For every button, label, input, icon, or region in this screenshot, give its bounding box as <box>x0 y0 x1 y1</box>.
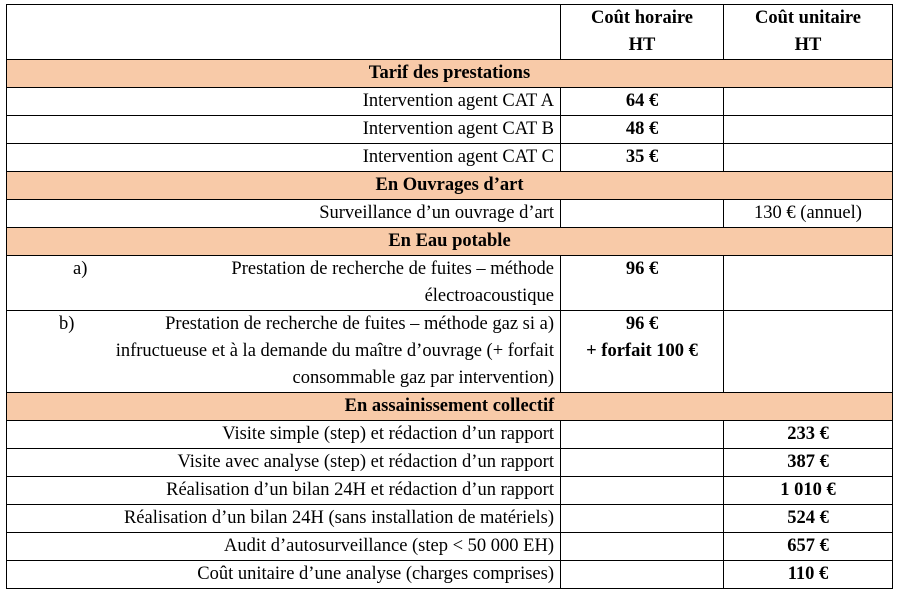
hourly-cost-cell <box>560 532 724 561</box>
row-label: Intervention agent CAT C <box>6 143 561 172</box>
hourly-cost-cell: 48 € <box>560 115 724 144</box>
list-text-b: Prestation de recherche de fuites – méth… <box>115 314 554 388</box>
unit-cost-cell <box>723 87 893 116</box>
header-empty-cell <box>6 4 561 60</box>
header-unit-cost: Coût unitaire HT <box>723 4 893 60</box>
list-marker-b: b) <box>59 314 75 334</box>
section-row-ouvrages: En Ouvrages d’art <box>6 171 893 200</box>
row-label: Coût unitaire d’une analyse (charges com… <box>6 560 561 589</box>
table-row: Réalisation d’un bilan 24H et rédaction … <box>6 476 893 505</box>
list-marker-a: a) <box>73 259 88 279</box>
row-label: Intervention agent CAT A <box>6 87 561 116</box>
row-label: Audit d’autosurveillance (step < 50 000 … <box>6 532 561 561</box>
hourly-cost-cell <box>560 199 724 228</box>
unit-cost-cell: 1 010 € <box>723 476 893 505</box>
table-row: Coût unitaire d’une analyse (charges com… <box>6 560 893 589</box>
hourly-cost-cell <box>560 448 724 477</box>
hourly-cost-cell <box>560 476 724 505</box>
unit-cost-cell: 110 € <box>723 560 893 589</box>
section-title-ouvrages: En Ouvrages d’art <box>6 171 893 200</box>
hourly-cost-cell: 64 € <box>560 87 724 116</box>
list-text-a: Prestation de recherche de fuites – méth… <box>231 259 554 306</box>
list-item-a: a) Prestation de recherche de fuites – m… <box>13 256 554 310</box>
header-unit-line2: HT <box>794 35 822 55</box>
section-title-eau: En Eau potable <box>6 227 893 256</box>
table-row: Surveillance d’un ouvrage d’art 130 € (a… <box>6 199 893 228</box>
table-row: Intervention agent CAT B 48 € <box>6 115 893 144</box>
header-unit-line1: Coût unitaire <box>754 8 862 28</box>
header-hourly-line2: HT <box>628 35 656 55</box>
row-label: b) Prestation de recherche de fuites – m… <box>6 310 561 393</box>
unit-cost-cell: 233 € <box>723 420 893 449</box>
hourly-cost-cell: 96 € <box>560 255 724 311</box>
unit-cost-cell <box>723 310 893 393</box>
table-row: a) Prestation de recherche de fuites – m… <box>6 255 893 311</box>
list-item-b: b) Prestation de recherche de fuites – m… <box>13 311 554 392</box>
header-row: Coût horaire HT Coût unitaire HT <box>6 4 893 60</box>
unit-cost-cell: 387 € <box>723 448 893 477</box>
row-label: a) Prestation de recherche de fuites – m… <box>6 255 561 311</box>
hourly-price-line1: 96 € <box>625 314 659 334</box>
section-row-tarif: Tarif des prestations <box>6 59 893 88</box>
table-row: Audit d’autosurveillance (step < 50 000 … <box>6 532 893 561</box>
unit-cost-cell <box>723 143 893 172</box>
header-hourly-cost: Coût horaire HT <box>560 4 724 60</box>
row-label: Visite simple (step) et rédaction d’un r… <box>6 420 561 449</box>
table-row: Visite simple (step) et rédaction d’un r… <box>6 420 893 449</box>
header-hourly-line1: Coût horaire <box>591 8 693 28</box>
hourly-price-line2: + forfait 100 € <box>586 341 698 361</box>
row-label: Visite avec analyse (step) et rédaction … <box>6 448 561 477</box>
hourly-cost-cell: 96 € + forfait 100 € <box>560 310 724 393</box>
unit-cost-cell: 657 € <box>723 532 893 561</box>
hourly-cost-cell: 35 € <box>560 143 724 172</box>
section-row-assainissement: En assainissement collectif <box>6 392 893 421</box>
row-label: Réalisation d’un bilan 24H et rédaction … <box>6 476 561 505</box>
unit-cost-cell <box>723 115 893 144</box>
table-row: Réalisation d’un bilan 24H (sans install… <box>6 504 893 533</box>
table-row: Intervention agent CAT A 64 € <box>6 87 893 116</box>
section-row-eau: En Eau potable <box>6 227 893 256</box>
row-label: Intervention agent CAT B <box>6 115 561 144</box>
table-row: Intervention agent CAT C 35 € <box>6 143 893 172</box>
unit-cost-cell: 130 € (annuel) <box>723 199 893 228</box>
unit-cost-cell: 524 € <box>723 504 893 533</box>
hourly-cost-cell <box>560 420 724 449</box>
pricing-table: Coût horaire HT Coût unitaire HT Tarif d… <box>6 4 893 589</box>
row-label: Réalisation d’un bilan 24H (sans install… <box>6 504 561 533</box>
section-title-assainissement: En assainissement collectif <box>6 392 893 421</box>
hourly-cost-cell <box>560 504 724 533</box>
table-row: b) Prestation de recherche de fuites – m… <box>6 310 893 393</box>
unit-cost-cell <box>723 255 893 311</box>
table-row: Visite avec analyse (step) et rédaction … <box>6 448 893 477</box>
hourly-cost-cell <box>560 560 724 589</box>
section-title-tarif: Tarif des prestations <box>6 59 893 88</box>
row-label: Surveillance d’un ouvrage d’art <box>6 199 561 228</box>
